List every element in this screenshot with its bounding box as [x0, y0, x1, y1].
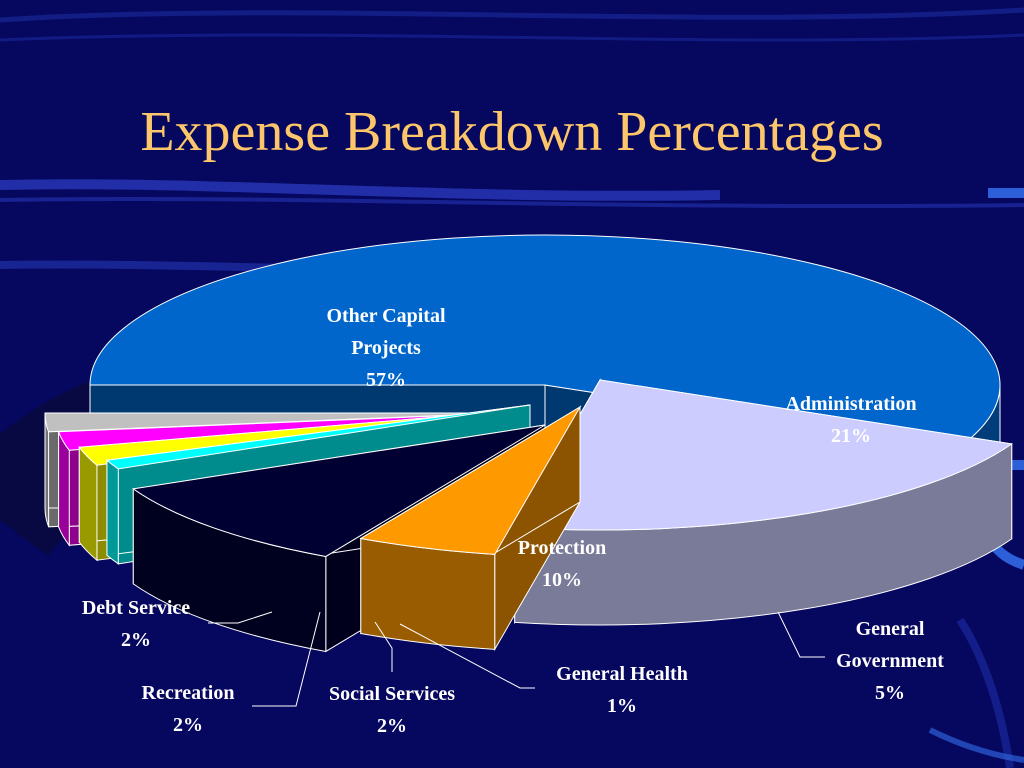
slice-label-recreation: Recreation 2% [142, 682, 235, 736]
slice-label-debt-service: Debt Service 2% [82, 597, 190, 651]
leader-line-general-government [778, 612, 825, 657]
slice-label-general-health: General Health 1% [556, 663, 688, 717]
slice-label-general-government: General Government 5% [836, 618, 944, 704]
slice-label-social-services: Social Services 2% [329, 683, 455, 737]
